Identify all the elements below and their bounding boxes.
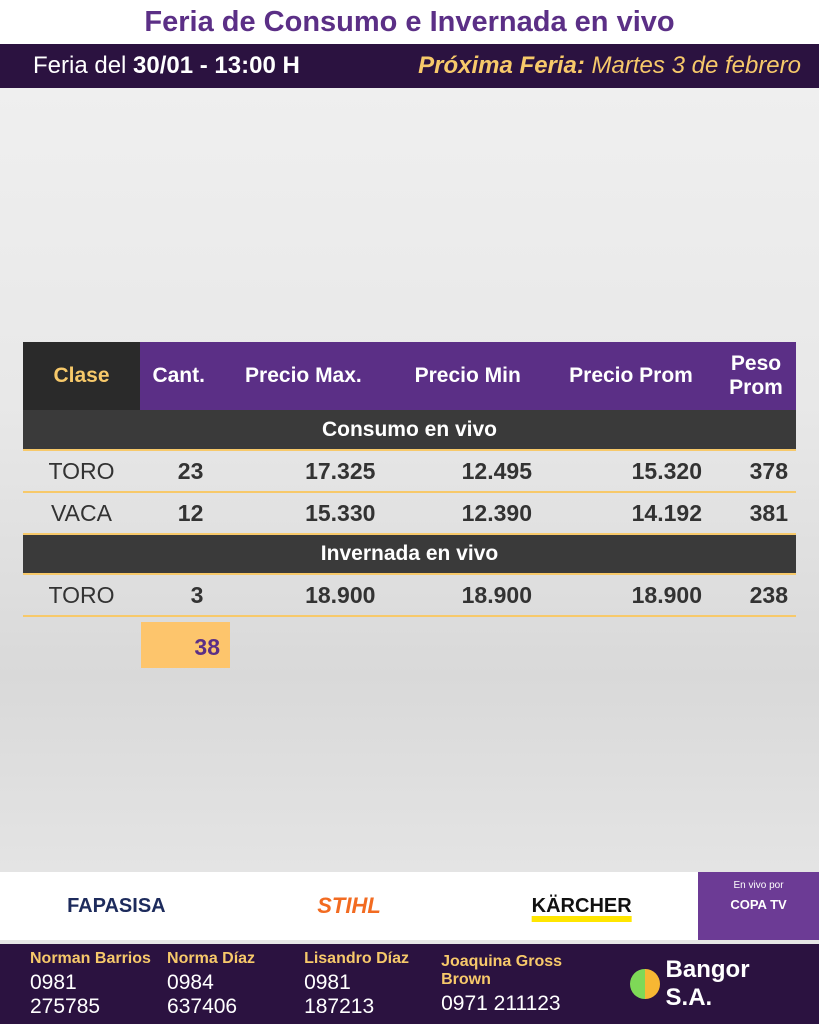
contact-phone: 0984 637406 [167, 970, 238, 1018]
cell-peso: 378 [716, 450, 796, 493]
date-bar: Feria del 30/01 - 13:00 H Próxima Feria:… [0, 44, 819, 88]
cell-peso: 381 [716, 492, 796, 535]
section-title: Invernada en vivo [23, 534, 796, 575]
cell-clase: TORO [23, 450, 140, 493]
header-min: Precio Min [389, 342, 546, 410]
price-table: Clase Cant. Precio Max. Precio Min Preci… [23, 342, 796, 617]
contact: Norma Díaz 0984 637406 [167, 950, 288, 1019]
cell-cant: 23 [140, 450, 218, 493]
cell-prom: 18.900 [546, 574, 716, 617]
cell-max: 18.900 [217, 574, 390, 617]
header-max: Precio Max. [217, 342, 390, 410]
contact: Lisandro Díaz 0981 187213 [304, 950, 425, 1019]
cell-min: 12.495 [389, 450, 546, 493]
auction-date: 30/01 - 13:00 H [133, 52, 300, 79]
contact-name: Norma Díaz [167, 949, 256, 967]
copa-label: En vivo por [733, 880, 784, 891]
bangor-icon [629, 969, 660, 999]
cell-min: 12.390 [389, 492, 546, 535]
copa-tv-logo: COPA TV [730, 897, 787, 912]
page-title: Feria de Consumo e Invernada en vivo [0, 0, 819, 44]
contact-name: Joaquina Gross Brown [441, 952, 563, 988]
contact: Joaquina Gross Brown 0971 211123 [441, 953, 614, 1016]
karcher-logo: KÄRCHER [531, 894, 632, 917]
cell-prom: 15.320 [546, 450, 716, 493]
cell-clase: VACA [23, 492, 140, 535]
table-row: VACA 12 15.330 12.390 14.192 381 [23, 492, 796, 535]
cell-peso: 238 [716, 574, 796, 617]
contact-name: Norman Barrios [30, 949, 151, 967]
cell-prom: 14.192 [546, 492, 716, 535]
bangor-logo: Bangor S.A. [629, 956, 801, 1012]
header-cant: Cant. [140, 342, 218, 410]
section-title: Consumo en vivo [23, 410, 796, 451]
header-peso: Peso Prom [716, 342, 796, 410]
contact: Norman Barrios 0981 275785 [30, 950, 151, 1019]
cell-min: 18.900 [389, 574, 546, 617]
cell-clase: TORO [23, 574, 140, 617]
sponsors-bar: FAPASISA STIHL KÄRCHER En vivo por COPA … [0, 872, 819, 940]
next-label: Próxima Feria: [418, 52, 585, 79]
copa-tv-badge: En vivo por COPA TV [698, 872, 819, 940]
next-date: Martes 3 de febrero [584, 52, 801, 79]
contact-phone: 0971 211123 [441, 991, 561, 1015]
header-clase: Clase [23, 342, 140, 410]
contact-name: Lisandro Díaz [304, 949, 409, 967]
cell-cant: 3 [140, 574, 218, 617]
contacts-footer: Norman Barrios 0981 275785 Norma Díaz 0984… [0, 944, 819, 1024]
fapasisa-logo: FAPASISA [67, 894, 166, 917]
stihl-logo: STIHL [317, 893, 381, 918]
cell-max: 17.325 [217, 450, 390, 493]
contact-phone: 0981 187213 [304, 970, 375, 1018]
date-prefix: Feria del [33, 52, 134, 79]
header-prom: Precio Prom [546, 342, 716, 410]
cell-cant: 12 [140, 492, 218, 535]
table-row: TORO 3 18.900 18.900 18.900 238 [23, 574, 796, 617]
contact-phone: 0981 275785 [30, 970, 101, 1018]
table-row: TORO 23 17.325 12.495 15.320 378 [23, 450, 796, 493]
total-count: 38 [141, 622, 230, 668]
bangor-name: Bangor S.A. [665, 956, 750, 1011]
cell-max: 15.330 [217, 492, 390, 535]
